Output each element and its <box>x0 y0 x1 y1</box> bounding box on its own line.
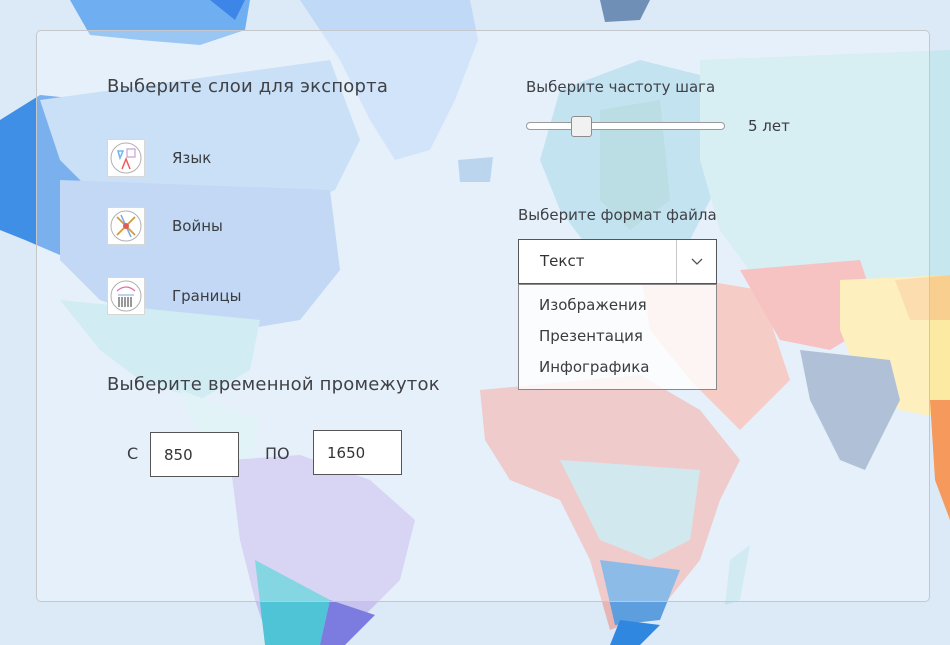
file-format-option-infographic[interactable]: Инфографика <box>539 358 650 376</box>
time-range-title: Выберите временной промежуток <box>107 374 440 395</box>
step-frequency-value: 5 лет <box>748 117 790 135</box>
step-frequency-slider[interactable] <box>526 122 725 130</box>
chevron-down-icon[interactable] <box>676 240 716 283</box>
borders-layer-icon <box>107 277 145 315</box>
file-format-title: Выберите формат файла <box>518 206 717 224</box>
layer-option-wars[interactable]: Войны <box>107 206 223 246</box>
from-year-input[interactable] <box>150 432 239 477</box>
layer-option-language[interactable]: Язык <box>107 138 211 178</box>
to-year-input[interactable] <box>313 430 402 475</box>
layer-label-borders: Границы <box>172 287 242 305</box>
language-layer-icon <box>107 139 145 177</box>
layer-label-language: Язык <box>172 149 212 167</box>
to-label: ПО <box>265 444 290 463</box>
layer-label-wars: Войны <box>172 217 223 235</box>
layer-option-borders[interactable]: Границы <box>107 276 241 316</box>
file-format-selected-value: Текст <box>540 252 585 270</box>
export-settings-panel <box>36 30 930 602</box>
step-frequency-slider-thumb[interactable] <box>570 116 592 137</box>
wars-layer-icon <box>107 207 145 245</box>
file-format-option-images[interactable]: Изображения <box>539 296 647 314</box>
file-format-options-list: Изображения Презентация Инфографика <box>518 284 717 390</box>
file-format-option-presentation[interactable]: Презентация <box>539 327 643 345</box>
from-label: С <box>127 444 139 463</box>
file-format-select[interactable]: Текст <box>518 239 717 284</box>
step-frequency-title: Выберите частоту шага <box>526 78 716 96</box>
layers-section-title: Выберите слои для экспорта <box>107 76 389 97</box>
